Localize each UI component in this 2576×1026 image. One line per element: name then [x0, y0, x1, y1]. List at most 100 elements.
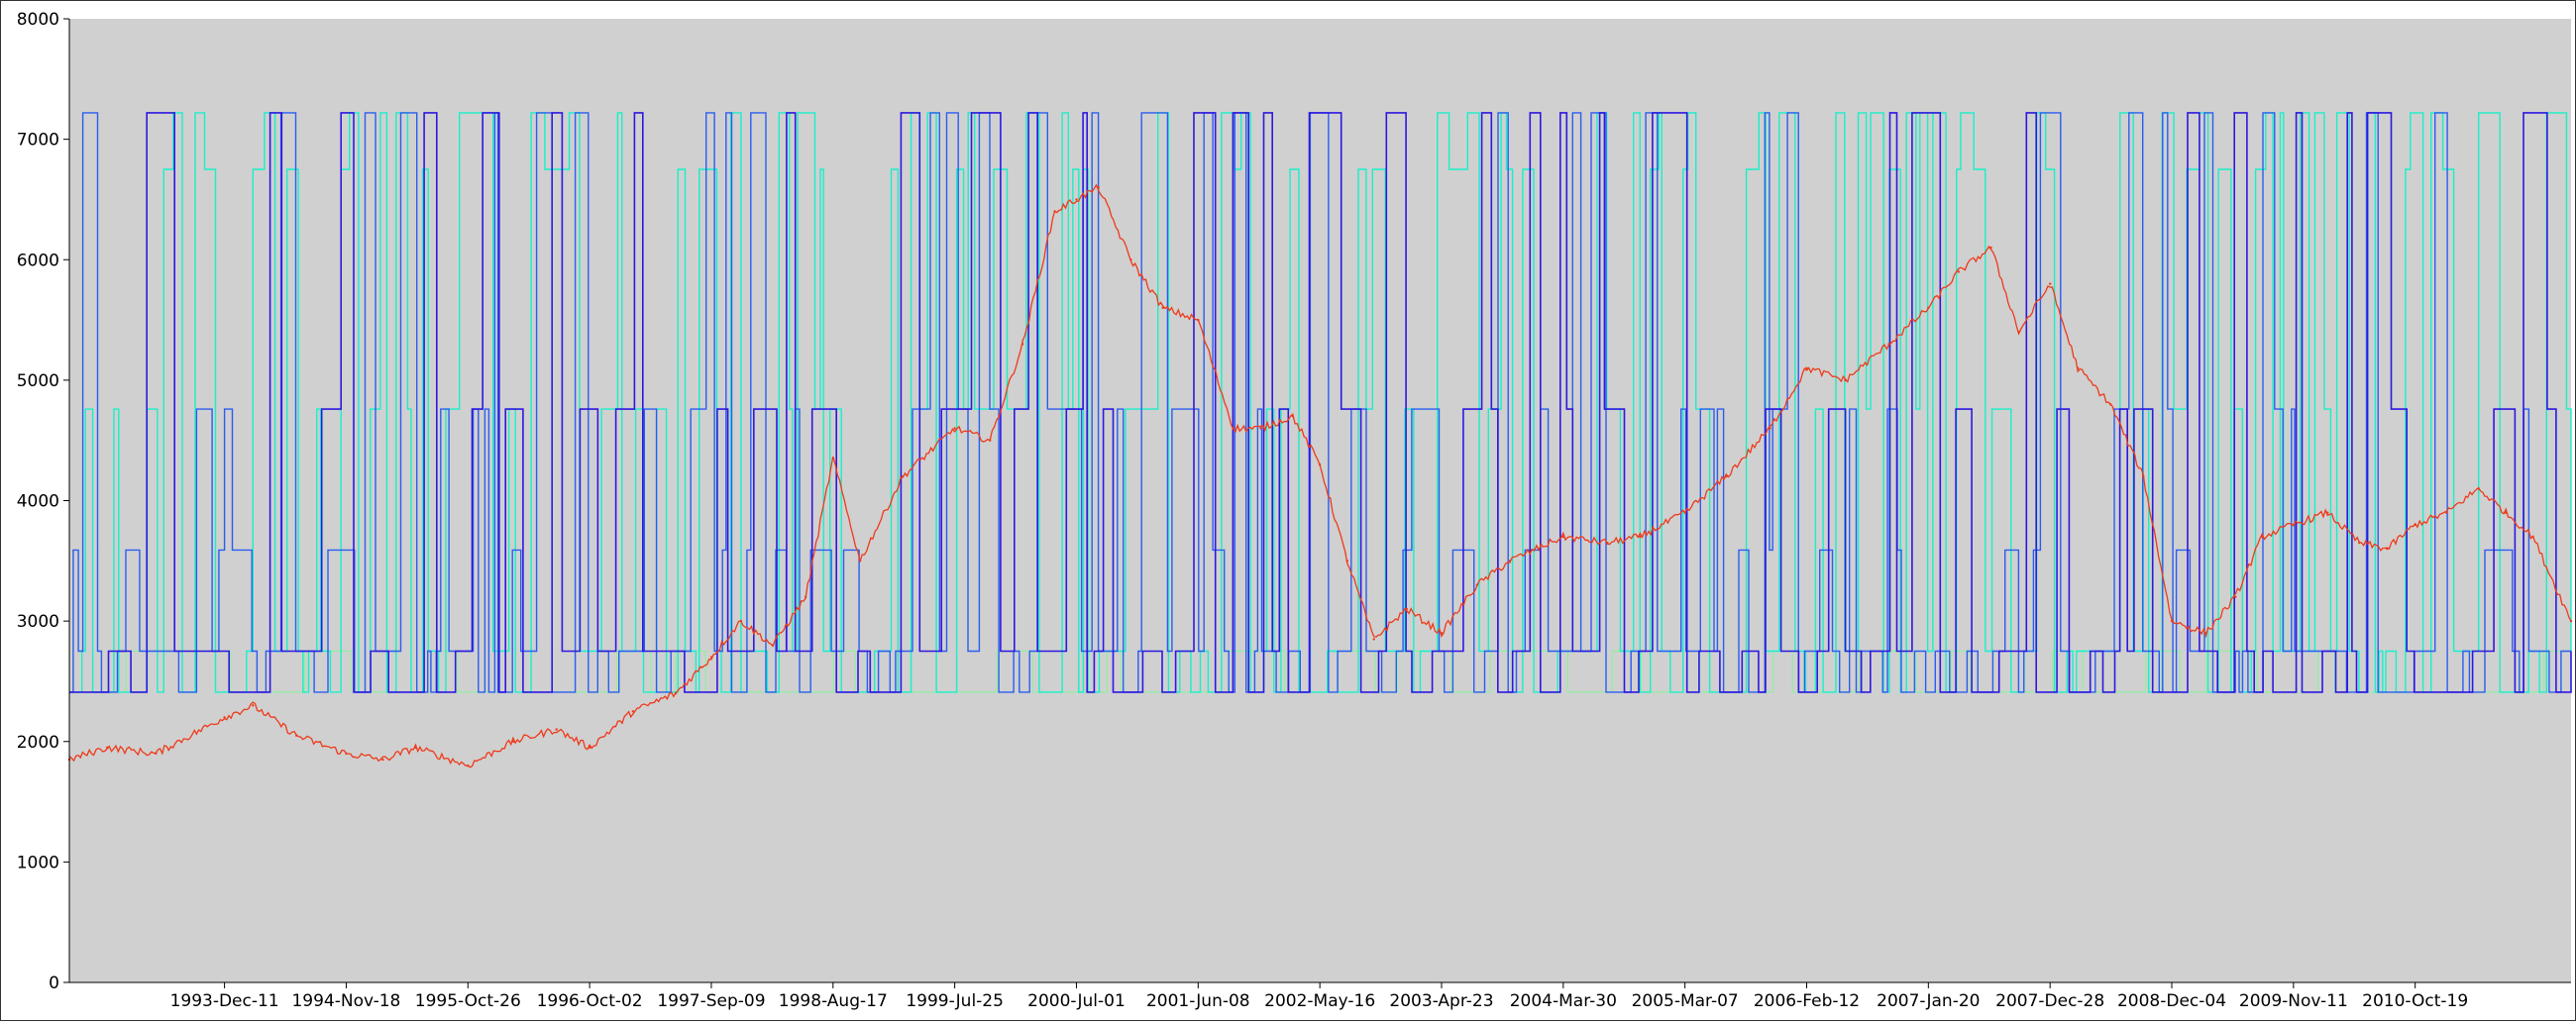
x-tick-label: 2004-Mar-30 [1510, 991, 1617, 1011]
series-point [1725, 475, 1728, 478]
series-point [1161, 306, 1164, 310]
series-point [831, 457, 834, 461]
series-point [2414, 523, 2416, 526]
series-point [1232, 427, 1235, 430]
series-point [1075, 198, 1078, 201]
y-tick-label: 3000 [17, 612, 59, 632]
y-tick-label: 6000 [17, 251, 59, 270]
series-point [1291, 415, 1295, 418]
y-ticks: 0 1000 2000 3000 4000 5000 6000 7000 8000 [17, 10, 69, 993]
series-point [252, 704, 255, 707]
series-point [1440, 632, 1444, 635]
series-point [1508, 560, 1512, 563]
series-point [2109, 403, 2112, 406]
series-point [2358, 541, 2361, 545]
y-tick-label: 2000 [17, 733, 59, 753]
signal-line-indigo [69, 112, 2572, 693]
series-point [1606, 541, 1609, 545]
x-tick-label: 1994-Nov-18 [291, 991, 400, 1011]
signal-line-aqua [69, 112, 2572, 693]
series-point [2017, 331, 2020, 334]
series-point [804, 595, 807, 598]
series-point [2531, 535, 2534, 539]
series-line-0 [68, 183, 2572, 769]
y-tick-label: 0 [49, 974, 59, 993]
series-point [1053, 210, 1056, 213]
series-layer [67, 183, 2573, 769]
series-point [2204, 632, 2207, 635]
x-tick-label: 2002-May-16 [1264, 991, 1375, 1011]
y-tick-label: 1000 [17, 853, 59, 872]
series-point [1372, 638, 1375, 641]
series-point [588, 746, 591, 749]
series-point [1683, 511, 1686, 514]
series-point [1887, 343, 1890, 346]
series-point [2077, 366, 2080, 369]
series-point [381, 758, 384, 762]
x-tick-label: 2000-Jul-01 [1027, 991, 1126, 1011]
series-point [858, 560, 862, 563]
series-point [989, 439, 992, 442]
x-tick-label: 2007-Dec-28 [1995, 991, 2104, 1011]
y-tick-label: 7000 [17, 131, 59, 151]
y-tick-label: 8000 [17, 10, 59, 30]
series-point [2142, 475, 2145, 478]
x-tick-label: 1993-Dec-11 [170, 991, 279, 1011]
series-point [953, 427, 956, 430]
series-point [1957, 270, 1961, 273]
series-point [674, 691, 678, 695]
x-tick-label: 1995-Oct-26 [415, 991, 521, 1011]
series-point [2326, 511, 2329, 514]
series-point [1021, 343, 1024, 346]
series-point [771, 644, 775, 647]
series-point [2505, 511, 2508, 514]
series-point [345, 752, 348, 756]
series-point [2445, 511, 2448, 514]
series-point [2261, 535, 2264, 539]
series-point [902, 475, 905, 478]
x-tick-label: 2001-Jun-08 [1146, 991, 1250, 1011]
series-point [1345, 560, 1349, 563]
series-point [631, 710, 635, 713]
x-tick-label: 2007-Jan-20 [1877, 991, 1980, 1011]
series-point [2569, 619, 2573, 623]
series-point [1259, 427, 1262, 430]
x-tick-label: 2008-Dec-04 [2117, 991, 2226, 1011]
series-point [1561, 535, 1565, 539]
series-point [1639, 535, 1642, 539]
x-tick-label: 1999-Jul-25 [906, 991, 1004, 1011]
x-tick-label: 2006-Feb-12 [1754, 991, 1860, 1011]
series-point [1927, 306, 1930, 310]
series-point [1475, 583, 1479, 586]
x-tick-label: 1997-Sep-09 [657, 991, 765, 1011]
series-point [1129, 258, 1132, 261]
y-tick-label: 5000 [17, 371, 59, 391]
series-point [2292, 523, 2295, 526]
series-point [2049, 282, 2052, 285]
x-tick-label: 1998-Aug-17 [779, 991, 888, 1011]
x-tick-label: 2010-Oct-19 [2362, 991, 2468, 1011]
x-tick-label: 2009-Nov-11 [2239, 991, 2348, 1011]
series-point [223, 716, 226, 719]
series-point [1805, 366, 1808, 369]
series-point [2170, 619, 2174, 623]
y-tick-label: 4000 [17, 492, 59, 512]
signal-layer [69, 112, 2572, 693]
series-point [2234, 595, 2237, 598]
series-point [1097, 186, 1100, 189]
series-point [467, 764, 470, 768]
series-point [709, 656, 713, 659]
series-point [2477, 487, 2480, 490]
x-tick-label: 2003-Apr-23 [1389, 991, 1493, 1011]
x-tick-label: 2005-Mar-07 [1632, 991, 1739, 1011]
series-point [1318, 462, 1322, 466]
series-point [555, 728, 558, 731]
series-point [155, 752, 158, 756]
series-point [739, 619, 742, 623]
series-point [511, 740, 515, 743]
series-point [1989, 246, 1992, 250]
series-point [2386, 547, 2389, 551]
plot-area [69, 19, 2571, 982]
series-point [1769, 427, 1771, 430]
